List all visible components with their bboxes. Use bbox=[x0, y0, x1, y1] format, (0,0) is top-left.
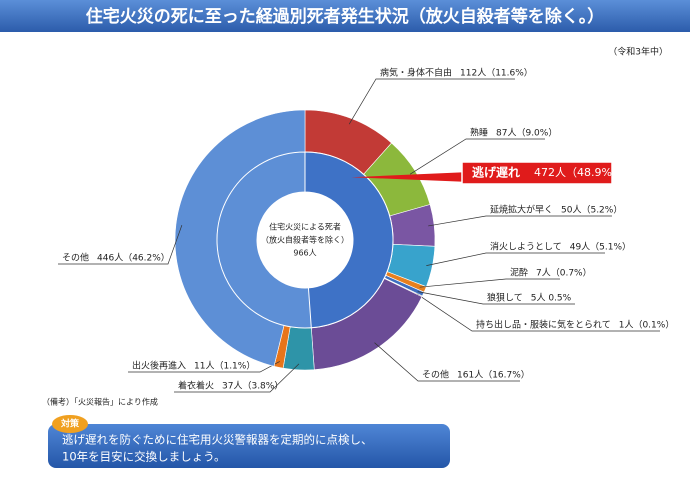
callout-box bbox=[461, 161, 613, 185]
leader-line bbox=[416, 293, 660, 332]
note: （備考）「火災報告」により作成 bbox=[42, 397, 158, 407]
slice-label: 着衣着火 bbox=[178, 380, 214, 392]
slice-label: 持ち出し品・服装に気をとられて bbox=[476, 319, 611, 331]
slice-value-label: 1人（0.1%） bbox=[619, 320, 675, 331]
leader-line bbox=[417, 291, 575, 305]
callout-label: 逃げ遅れ bbox=[472, 165, 520, 180]
leader-line bbox=[348, 78, 515, 125]
center-label: （放火自殺者等を除く） bbox=[261, 235, 349, 245]
slice-label: 泥酔 bbox=[510, 267, 528, 279]
slice-value-label: 87人（9.0%） bbox=[496, 128, 557, 139]
measure-text: 10年を目安に交換しましょう。 bbox=[62, 450, 225, 464]
measure-badge: 対策 bbox=[60, 418, 80, 430]
callout-value: 472人（48.9%） bbox=[534, 166, 623, 179]
callout-arrow bbox=[351, 172, 470, 182]
title-bar bbox=[0, 0, 690, 32]
slice-value-label: 446人（46.2%） bbox=[97, 253, 170, 264]
slice-label: 病気・身体不自由 bbox=[380, 67, 452, 79]
slice-value-label: 37人（3.8%） bbox=[222, 381, 283, 392]
measure-badge-bg bbox=[52, 415, 88, 433]
slice-value-label: 50人（5.2%） bbox=[561, 205, 622, 216]
leader-line bbox=[426, 252, 605, 266]
slice-label: 消火しようとして bbox=[490, 241, 562, 253]
measure-text: 逃げ遅れを防ぐために住宅用火災警報器を定期的に点検し、 bbox=[62, 433, 373, 447]
slice-label: 延焼拡大が早く bbox=[490, 204, 553, 216]
leader-line bbox=[374, 342, 520, 382]
slice-value-label: 112人（11.6%） bbox=[460, 68, 533, 79]
subtitle: （令和3年中） bbox=[608, 46, 668, 58]
slice-value-label: 7人（0.7%） bbox=[536, 268, 592, 279]
slice-label: その他 bbox=[422, 369, 449, 381]
leader-line bbox=[58, 224, 183, 265]
center-label: 住宅火災による死者 bbox=[269, 222, 341, 232]
slice-label: 出火後再進入 bbox=[132, 360, 186, 372]
leader-line bbox=[409, 138, 545, 175]
slice-value-label: 49人（5.1%） bbox=[570, 242, 631, 253]
center-hole bbox=[257, 192, 353, 288]
leader-line bbox=[174, 363, 300, 393]
leader-line bbox=[428, 215, 612, 227]
leader-line bbox=[419, 278, 560, 288]
chart-title: 住宅火災の死に至った経過別死者発生状況（放火自殺者等を除く。） bbox=[86, 6, 605, 27]
slice-value-label: 161人（16.7%） bbox=[457, 370, 530, 381]
slice-label: その他 bbox=[62, 252, 89, 264]
slice-value-label: 11人（1.1%） bbox=[194, 361, 255, 372]
slice-label: 熟睡 bbox=[470, 127, 488, 139]
slice-value-label: 5人 0.5% bbox=[531, 293, 572, 304]
center-total: 966人 bbox=[293, 249, 316, 258]
slice-label: 狼狽して bbox=[487, 292, 523, 304]
measure-box bbox=[48, 424, 450, 468]
